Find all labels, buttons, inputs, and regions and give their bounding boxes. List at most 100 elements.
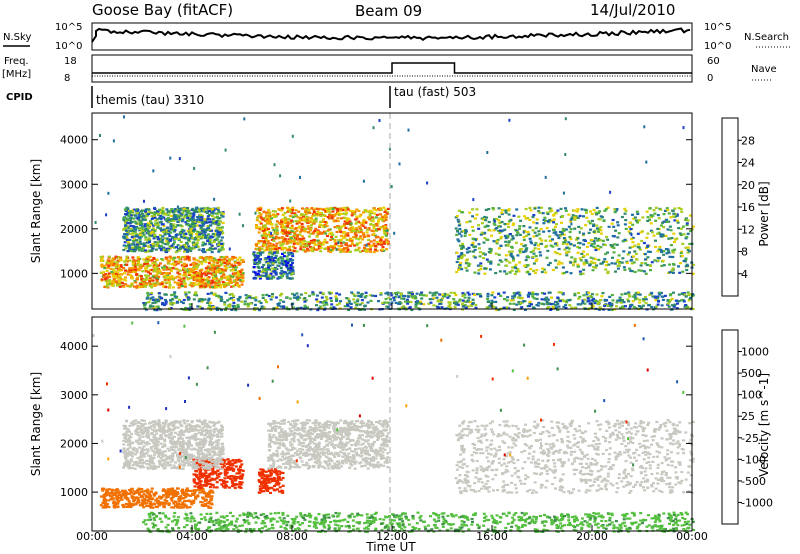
data-cell-0-1877 [344,233,348,236]
data-cell-0-4420 [475,293,479,296]
data-cell-0-3256 [509,252,513,255]
data-cell-0-3638 [681,225,685,228]
data-cell-0-1606 [195,210,199,213]
data-cell-0-632 [219,278,223,281]
data-cell-0-3570 [524,248,528,251]
data-cell-0-1291 [145,214,149,217]
data-cell-0-3594 [583,208,587,211]
data-cell-0-2434 [277,247,281,250]
data-cell-0-1652 [144,208,148,211]
data-cell-0-1424 [131,234,135,237]
data-cell-0-3410 [576,237,580,240]
data-cell-0-2559 [269,223,273,226]
data-cell-0-1067 [125,237,129,240]
data-cell-0-149 [219,264,223,267]
data-cell-0-1055 [181,212,185,215]
data-cell-0-481 [192,274,195,277]
data-cell-0-2465 [352,236,355,239]
data-cell-0-2327 [310,218,314,221]
data-cell-0-4540 [490,294,494,297]
data-cell-0-4288 [151,301,155,305]
data-cell-0-1517 [171,224,175,227]
data-cell-0-3700 [565,251,569,254]
data-cell-0-1348 [137,243,141,246]
data-cell-0-3176 [550,209,554,212]
data-cell-0-1371 [138,219,142,222]
data-cell-0-1888 [349,209,353,212]
data-cell-0-3217 [628,246,632,249]
data-cell-0-4176 [352,298,356,301]
data-cell-0-743 [224,267,228,270]
data-cell-0-3906 [349,302,353,305]
data-cell-0-1023 [123,241,127,244]
data-cell-0-3273 [554,259,558,262]
data-cell-1-13 [176,491,179,494]
data-cell-0-2535 [370,229,374,232]
data-cell-0-1957 [385,212,389,215]
freq-label: Freq. [4,56,29,67]
data-cell-0-1641 [134,221,138,224]
data-cell-0-2561 [359,230,363,234]
data-cell-0-684 [208,281,212,284]
data-cell-0-67 [148,269,152,272]
data-cell-0-3247 [538,251,542,254]
data-cell-0-3664 [504,211,508,214]
data-cell-0-2620 [291,206,295,209]
data-cell-0-1505 [194,245,198,249]
data-cell-0-209 [230,263,234,266]
data-cell-0-4112 [209,308,213,312]
data-cell-0-1377 [132,227,136,230]
data-cell-0-1752 [205,229,209,232]
data-cell-0-657 [197,272,201,275]
data-cell-0-1709 [219,228,223,232]
data-cell-0-3964 [258,309,261,312]
data-cell-0-3724 [528,226,532,229]
data-cell-0-4535 [543,298,547,301]
data-cell-0-4413 [402,297,406,300]
data-cell-0-1927 [327,250,331,253]
data-cell-0-2822 [288,272,292,275]
data-cell-0-2792 [291,252,294,255]
data-cell-0-2274 [321,243,325,246]
data-cell-0-2331 [261,226,265,229]
data-cell-0-2090 [364,221,368,224]
data-cell-0-4001 [485,306,489,309]
data-cell-0-1125 [150,215,154,218]
data-cell-0-2289 [299,238,303,241]
data-cell-1-156 [116,502,120,505]
data-cell-0-3946 [403,306,407,309]
data-cell-0-1818 [319,211,323,215]
data-cell-0-3970 [389,294,393,297]
data-cell-0-1155 [167,218,171,221]
data-cell-0-4127 [470,304,473,308]
data-cell-0-2909 [506,209,510,212]
data-cell-0-1322 [188,230,191,233]
data-cell-0-4617 [230,292,234,296]
data-cell-0-1906 [369,248,372,251]
data-cell-0-3132 [468,233,472,236]
data-cell-0-3 [217,278,221,281]
data-cell-0-1103 [169,231,173,234]
data-cell-0-4660 [316,309,320,312]
data-cell-0-670 [114,272,118,275]
data-cell-0-1681 [220,246,224,249]
noise-cell-0-55 [362,179,365,183]
data-cell-0-1119 [168,247,172,250]
data-cell-0-3649 [545,227,549,230]
data-cell-0-3981 [551,302,555,305]
data-cell-0-3695 [614,209,618,212]
data-cell-0-1367 [191,207,195,210]
data-cell-0-2821 [289,258,293,261]
data-cell-0-4258 [565,301,569,304]
data-cell-0-2780 [264,273,268,276]
data-cell-0-4520 [275,306,279,309]
noise-cell-0-7 [178,216,181,220]
data-cell-0-2962 [517,270,521,273]
data-cell-0-1396 [122,236,126,239]
data-cell-0-1573 [159,237,163,240]
data-cell-0-4289 [586,297,590,300]
data-cell-0-2798 [286,261,290,265]
data-cell-0-2812 [265,276,269,279]
data-cell-0-602 [176,282,180,285]
data-cell-0-642 [105,261,109,264]
